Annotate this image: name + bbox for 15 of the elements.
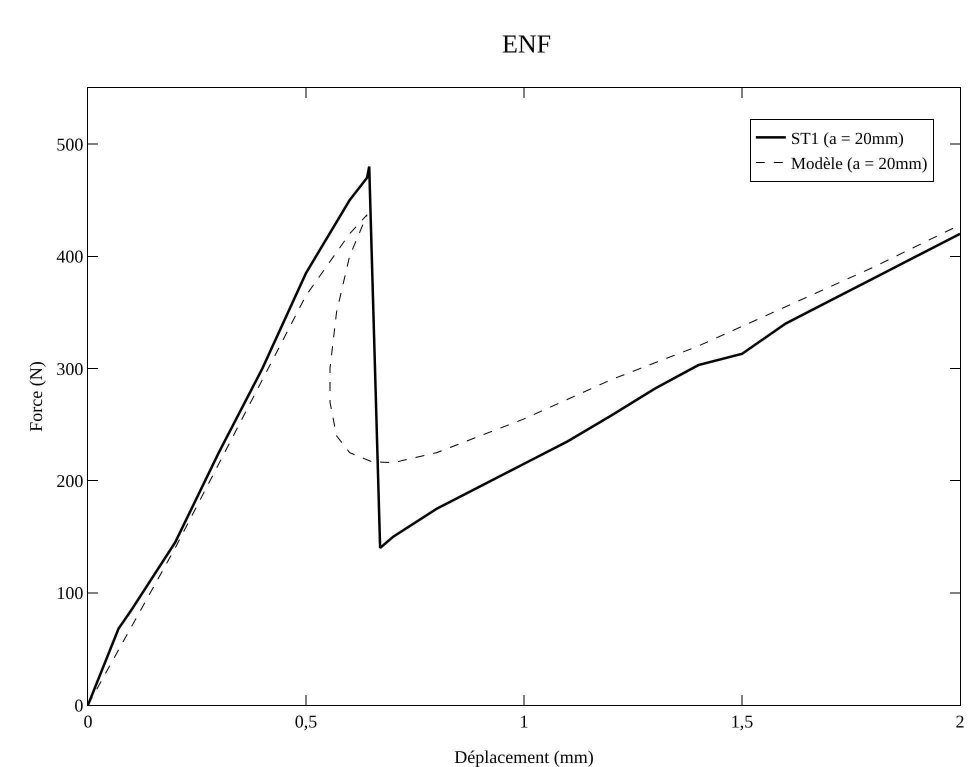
y-axis-title: Force (N) (26, 361, 46, 432)
y-tick-label: 500 (56, 134, 84, 154)
y-tick-label: 300 (56, 358, 84, 379)
legend-label: ST1 (a = 20mm) (790, 129, 904, 148)
x-tick-label: 0,5 (294, 712, 318, 732)
y-tick-label: 200 (56, 470, 84, 491)
y-tick-label: 0 (74, 695, 84, 716)
x-tick-label: 2 (956, 712, 964, 732)
y-tick-label: 400 (56, 246, 84, 267)
y-tick-label: 100 (56, 583, 84, 604)
x-tick-label: 1,5 (730, 712, 754, 732)
x-axis-title: Déplacement (mm) (454, 747, 594, 767)
legend-label: Modèle (a = 20mm) (790, 154, 928, 174)
chart-title: ENF (502, 30, 552, 59)
x-tick-label: 1 (520, 712, 528, 732)
